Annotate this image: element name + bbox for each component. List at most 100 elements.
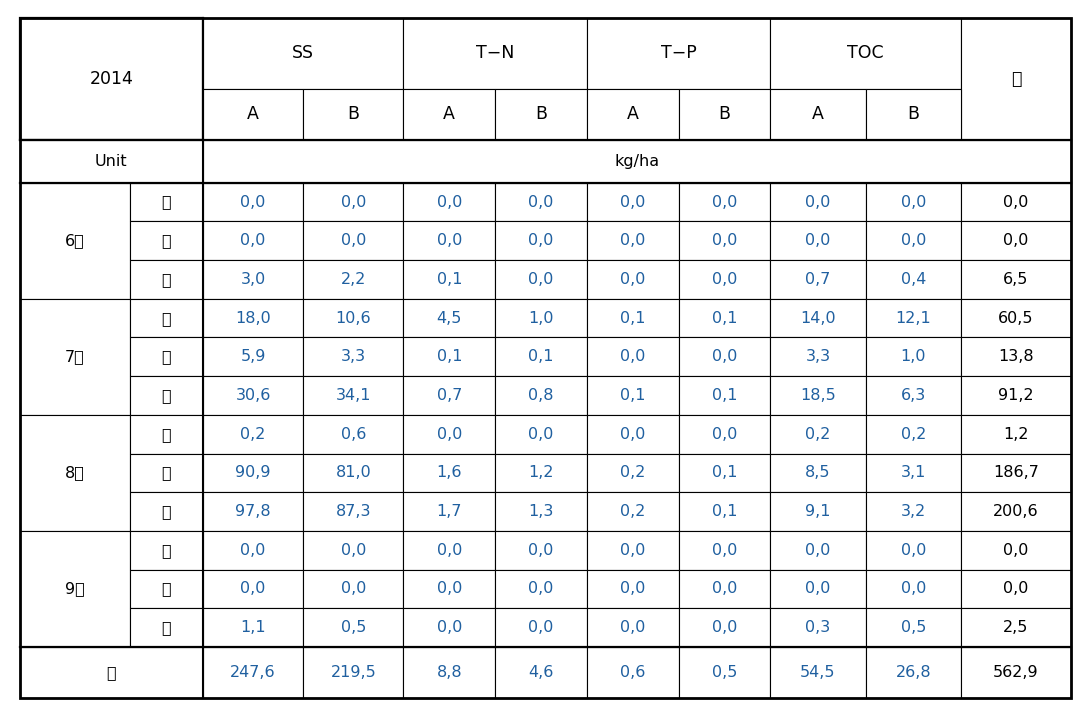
Text: B: B (347, 105, 359, 124)
Text: 2,2: 2,2 (340, 272, 366, 287)
Bar (203, 647, 304, 698)
Bar (403, 376, 495, 415)
Bar (203, 492, 304, 531)
Bar (304, 221, 403, 260)
Text: 0,0: 0,0 (620, 195, 645, 210)
Text: 18,0: 18,0 (235, 311, 271, 326)
Text: 0,0: 0,0 (712, 620, 737, 635)
Text: 초: 초 (162, 427, 171, 442)
Bar (771, 647, 866, 698)
Bar (20, 531, 130, 647)
Bar (586, 299, 679, 338)
Text: 말: 말 (162, 272, 171, 287)
Bar (586, 415, 679, 454)
Text: 중: 중 (162, 349, 171, 364)
Bar (130, 609, 203, 647)
Text: 1,2: 1,2 (1003, 427, 1029, 442)
Text: 3,3: 3,3 (805, 349, 830, 364)
Text: 26,8: 26,8 (895, 665, 931, 680)
Bar (866, 338, 960, 376)
Text: 9,1: 9,1 (805, 504, 830, 519)
Text: 9월: 9월 (65, 582, 85, 597)
Bar (203, 415, 304, 454)
Text: 0,0: 0,0 (712, 349, 737, 364)
Bar (203, 338, 304, 376)
Text: 0,0: 0,0 (620, 542, 645, 558)
Text: B: B (535, 105, 547, 124)
Bar (586, 338, 679, 376)
Bar (960, 570, 1071, 609)
Text: 0,0: 0,0 (340, 542, 366, 558)
Bar (679, 183, 771, 221)
Bar (771, 260, 866, 299)
Bar (304, 531, 403, 570)
Bar (304, 492, 403, 531)
Bar (866, 89, 960, 140)
Text: 0,0: 0,0 (437, 427, 462, 442)
Text: 2,5: 2,5 (1004, 620, 1029, 635)
Text: 81,0: 81,0 (335, 466, 371, 481)
Text: 0,1: 0,1 (620, 311, 645, 326)
Text: 219,5: 219,5 (331, 665, 376, 680)
Text: 14,0: 14,0 (800, 311, 836, 326)
Text: 3,3: 3,3 (340, 349, 366, 364)
Text: 12,1: 12,1 (895, 311, 931, 326)
Bar (771, 221, 866, 260)
Text: 0,5: 0,5 (901, 620, 926, 635)
Bar (679, 260, 771, 299)
Bar (866, 376, 960, 415)
Text: A: A (443, 105, 455, 124)
Text: 0,0: 0,0 (528, 620, 554, 635)
Text: 0,0: 0,0 (528, 427, 554, 442)
Bar (130, 183, 203, 221)
Bar (20, 415, 130, 531)
Text: 0,7: 0,7 (805, 272, 830, 287)
Bar (495, 183, 586, 221)
Text: 1,7: 1,7 (437, 504, 462, 519)
Bar (403, 492, 495, 531)
Bar (403, 89, 495, 140)
Bar (866, 609, 960, 647)
Bar (495, 338, 586, 376)
Bar (866, 260, 960, 299)
Text: 0,1: 0,1 (711, 311, 737, 326)
Text: kg/ha: kg/ha (615, 154, 659, 169)
Bar (960, 454, 1071, 492)
Bar (866, 647, 960, 698)
Bar (866, 415, 960, 454)
Bar (679, 221, 771, 260)
Bar (960, 492, 1071, 531)
Text: 90,9: 90,9 (235, 466, 271, 481)
Text: 186,7: 186,7 (993, 466, 1038, 481)
Text: 0,7: 0,7 (437, 388, 462, 403)
Bar (403, 531, 495, 570)
Text: 3,0: 3,0 (241, 272, 266, 287)
Text: 30,6: 30,6 (235, 388, 271, 403)
Text: 97,8: 97,8 (235, 504, 271, 519)
Text: 1,1: 1,1 (241, 620, 266, 635)
Text: 87,3: 87,3 (336, 504, 371, 519)
Text: 0,1: 0,1 (711, 504, 737, 519)
Text: 0,0: 0,0 (437, 542, 462, 558)
Bar (203, 183, 304, 221)
Bar (679, 647, 771, 698)
Bar (495, 570, 586, 609)
Bar (403, 454, 495, 492)
Text: 0,0: 0,0 (528, 542, 554, 558)
Bar (771, 338, 866, 376)
Text: 0,0: 0,0 (340, 582, 366, 597)
Text: 1,3: 1,3 (528, 504, 554, 519)
Text: 0,0: 0,0 (712, 195, 737, 210)
Bar (771, 454, 866, 492)
Bar (304, 183, 403, 221)
Bar (586, 531, 679, 570)
Bar (203, 221, 304, 260)
Bar (771, 492, 866, 531)
Bar (771, 183, 866, 221)
Text: 0,0: 0,0 (620, 349, 645, 364)
Bar (130, 492, 203, 531)
Bar (866, 570, 960, 609)
Text: 0,0: 0,0 (528, 582, 554, 597)
Bar (960, 18, 1071, 140)
Bar (203, 570, 304, 609)
